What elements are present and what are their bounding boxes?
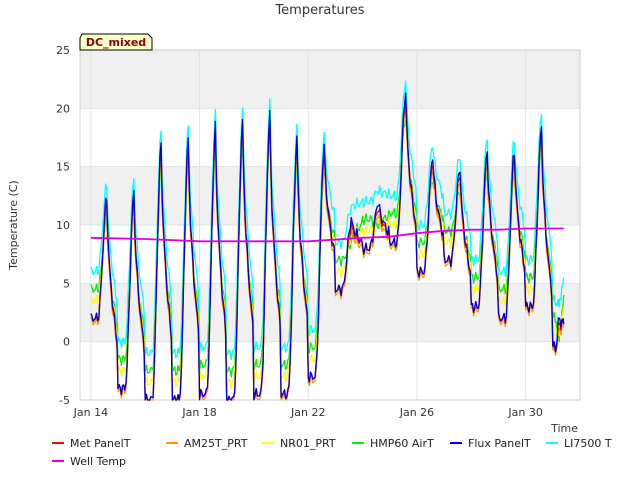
y-axis-ticks: -5 0 5 10 15 20 25 — [56, 44, 70, 407]
x-tick-label: Jan 14 — [73, 406, 108, 419]
legend-item: AM25T_PRT — [166, 437, 248, 450]
legend-item: NR01_PRT — [262, 437, 336, 450]
badge-shape — [79, 33, 153, 51]
series-line-well-temp — [90, 227, 564, 243]
series-layer — [90, 80, 565, 401]
x-tick-label: Jan 18 — [181, 406, 216, 419]
y-tick-label: 15 — [56, 161, 70, 174]
legend-item: Well Temp — [52, 455, 126, 468]
legend-label: Flux PanelT — [468, 437, 531, 450]
x-axis-title: Time — [550, 422, 578, 435]
y-tick-label: 10 — [56, 219, 70, 232]
y-tick-label: 0 — [63, 336, 70, 349]
legend-label: LI7500 T — [564, 437, 612, 450]
x-axis-ticks: Jan 14 Jan 18 Jan 22 Jan 26 Jan 30 — [73, 406, 543, 419]
badge-label: DC_mixed — [86, 36, 146, 49]
legend-item: LI7500 T — [546, 437, 612, 450]
series-line-flux-panelt — [90, 92, 565, 401]
grid-band — [80, 283, 580, 342]
x-tick-label: Jan 30 — [507, 406, 542, 419]
y-axis-title: Temperature (C) — [7, 180, 20, 270]
legend-label: HMP60 AirT — [370, 437, 434, 450]
x-tick-label: Jan 26 — [399, 406, 434, 419]
plot-border — [79, 49, 581, 401]
y-tick-label: -5 — [59, 394, 70, 407]
legend: Met PanelT AM25T_PRT NR01_PRT HMP60 AirT Flu… — [52, 437, 612, 468]
y-tick-label: 20 — [56, 102, 70, 115]
legend-label: Well Temp — [70, 455, 126, 468]
plot-bands — [80, 50, 580, 342]
grid-band — [80, 50, 580, 109]
legend-item: HMP60 AirT — [352, 437, 434, 450]
legend-label: Met PanelT — [70, 437, 131, 450]
chart-title: Temperatures — [274, 3, 364, 18]
legend-item: Flux PanelT — [450, 437, 531, 450]
y-tick-label: 25 — [56, 44, 70, 57]
dc-mixed-badge: DC_mixed — [79, 33, 153, 51]
legend-label: AM25T_PRT — [184, 437, 248, 450]
y-tick-label: 5 — [63, 277, 70, 290]
legend-label: NR01_PRT — [280, 437, 336, 450]
legend-item: Met PanelT — [52, 437, 131, 450]
x-tick-label: Jan 22 — [290, 406, 325, 419]
